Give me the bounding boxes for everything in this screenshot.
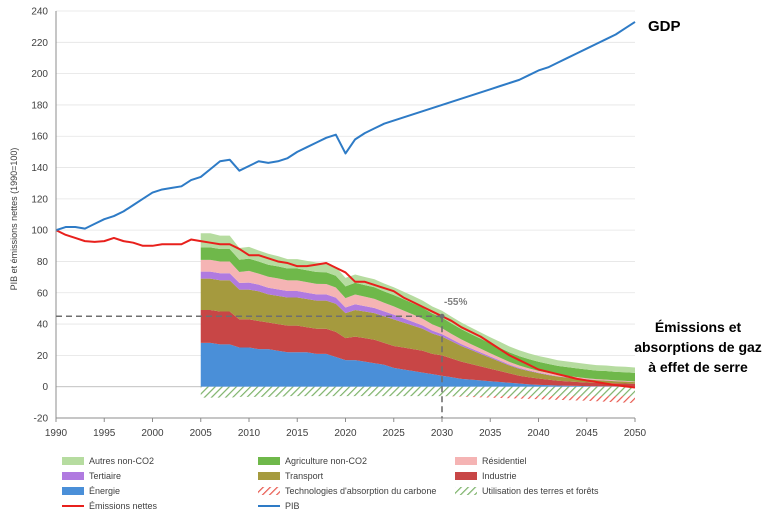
y-tick-label: 140 xyxy=(31,163,48,174)
legend-label: Résidentiel xyxy=(482,456,527,466)
y-tick-label: 180 xyxy=(31,100,48,111)
legend-label: Émissions nettes xyxy=(89,501,158,511)
legend-item: Industrie xyxy=(455,471,517,481)
area-industrie xyxy=(200,309,635,387)
x-tick-label: 2005 xyxy=(190,428,213,439)
gdp-label: GDP xyxy=(648,18,681,35)
x-tick-label: 2025 xyxy=(383,428,406,439)
legend-swatch xyxy=(455,487,477,495)
x-tick-label: 2050 xyxy=(624,428,647,439)
legend-swatch xyxy=(455,472,477,480)
legend-label: Technologies d'absorption du carbone xyxy=(285,486,436,496)
y-tick-label: 120 xyxy=(31,194,48,205)
x-tick-label: 2035 xyxy=(479,428,502,439)
legend-label: Énergie xyxy=(89,486,120,496)
series-lines xyxy=(55,21,636,389)
x-tick-label: 1995 xyxy=(93,428,116,439)
x-tick-label: 2045 xyxy=(576,428,599,439)
legend-label: Utilisation des terres et forêts xyxy=(482,486,599,496)
y-tick-label: 220 xyxy=(31,38,48,49)
y-axis-label: PIB et émissions nettes (1990=100) xyxy=(9,148,19,291)
legend-item: Autres non-CO2 xyxy=(62,456,154,466)
area--nergie xyxy=(200,342,635,387)
legend-item: Transport xyxy=(258,471,324,481)
area-technologies-d-absorption-du-carbone xyxy=(200,396,635,404)
legend-swatch xyxy=(62,457,84,465)
area-agriculture-non-co2 xyxy=(200,247,635,382)
line--missions-nettes xyxy=(55,229,636,389)
reduction-label: -55% xyxy=(444,297,467,308)
legend-swatch xyxy=(62,472,84,480)
legend-label: Industrie xyxy=(482,471,517,481)
y-tick-label: 200 xyxy=(31,69,48,80)
y-tick-label: 100 xyxy=(31,226,48,237)
y-tick-label: 80 xyxy=(37,257,49,268)
area-utilisation-des-terres-et-for-ts xyxy=(200,386,635,398)
x-tick-label: 2000 xyxy=(141,428,164,439)
legend-item: Tertiaire xyxy=(62,471,121,481)
y-tick-label: 20 xyxy=(37,351,49,362)
legend-item: Agriculture non-CO2 xyxy=(258,456,367,466)
legend-item: Énergie xyxy=(62,486,120,496)
x-tick-label: 2040 xyxy=(527,428,550,439)
legend-item: Technologies d'absorption du carbone xyxy=(258,486,436,496)
y-tick-label: -20 xyxy=(34,414,49,425)
area-r-sidentiel xyxy=(200,259,635,382)
legend-label: Agriculture non-CO2 xyxy=(285,456,367,466)
stacked-areas xyxy=(200,233,635,404)
legend-swatch xyxy=(258,457,280,465)
y-tick-label: 240 xyxy=(31,7,48,18)
x-tick-label: 2015 xyxy=(286,428,309,439)
emissions-label-line3: à effet de serre xyxy=(648,359,748,375)
legend-swatch xyxy=(258,487,280,495)
area-transport xyxy=(200,278,635,384)
x-tick-label: 2010 xyxy=(238,428,261,439)
legend: Autres non-CO2 Agriculture non-CO2 Résiden… xyxy=(62,456,599,511)
y-tick-label: 160 xyxy=(31,132,48,143)
emissions-label-line1: Émissions et xyxy=(655,319,742,335)
x-tick-label: 1990 xyxy=(45,428,68,439)
legend-label: Autres non-CO2 xyxy=(89,456,154,466)
axes: -200204060801001201401601802002202401990… xyxy=(31,7,646,440)
emissions-label-line2: absorptions de gaz xyxy=(634,339,762,355)
legend-item: Résidentiel xyxy=(455,456,527,466)
area-tertiaire xyxy=(200,271,635,383)
legend-item: Utilisation des terres et forêts xyxy=(455,486,599,496)
legend-swatch xyxy=(258,472,280,480)
line-pib xyxy=(55,21,636,232)
x-tick-label: 2030 xyxy=(431,428,454,439)
area-autres-non-co2 xyxy=(200,233,635,373)
y-tick-label: 0 xyxy=(42,382,48,393)
legend-item: PIB xyxy=(258,501,300,511)
annotations xyxy=(56,313,445,418)
legend-label: Transport xyxy=(285,471,324,481)
legend-label: PIB xyxy=(285,501,300,511)
reduction-marker xyxy=(439,313,445,319)
y-tick-label: 40 xyxy=(37,320,49,331)
legend-swatch xyxy=(455,457,477,465)
legend-item: Émissions nettes xyxy=(62,501,158,511)
legend-swatch xyxy=(62,487,84,495)
y-tick-label: 60 xyxy=(37,288,49,299)
legend-label: Tertiaire xyxy=(89,471,121,481)
x-tick-label: 2020 xyxy=(334,428,357,439)
